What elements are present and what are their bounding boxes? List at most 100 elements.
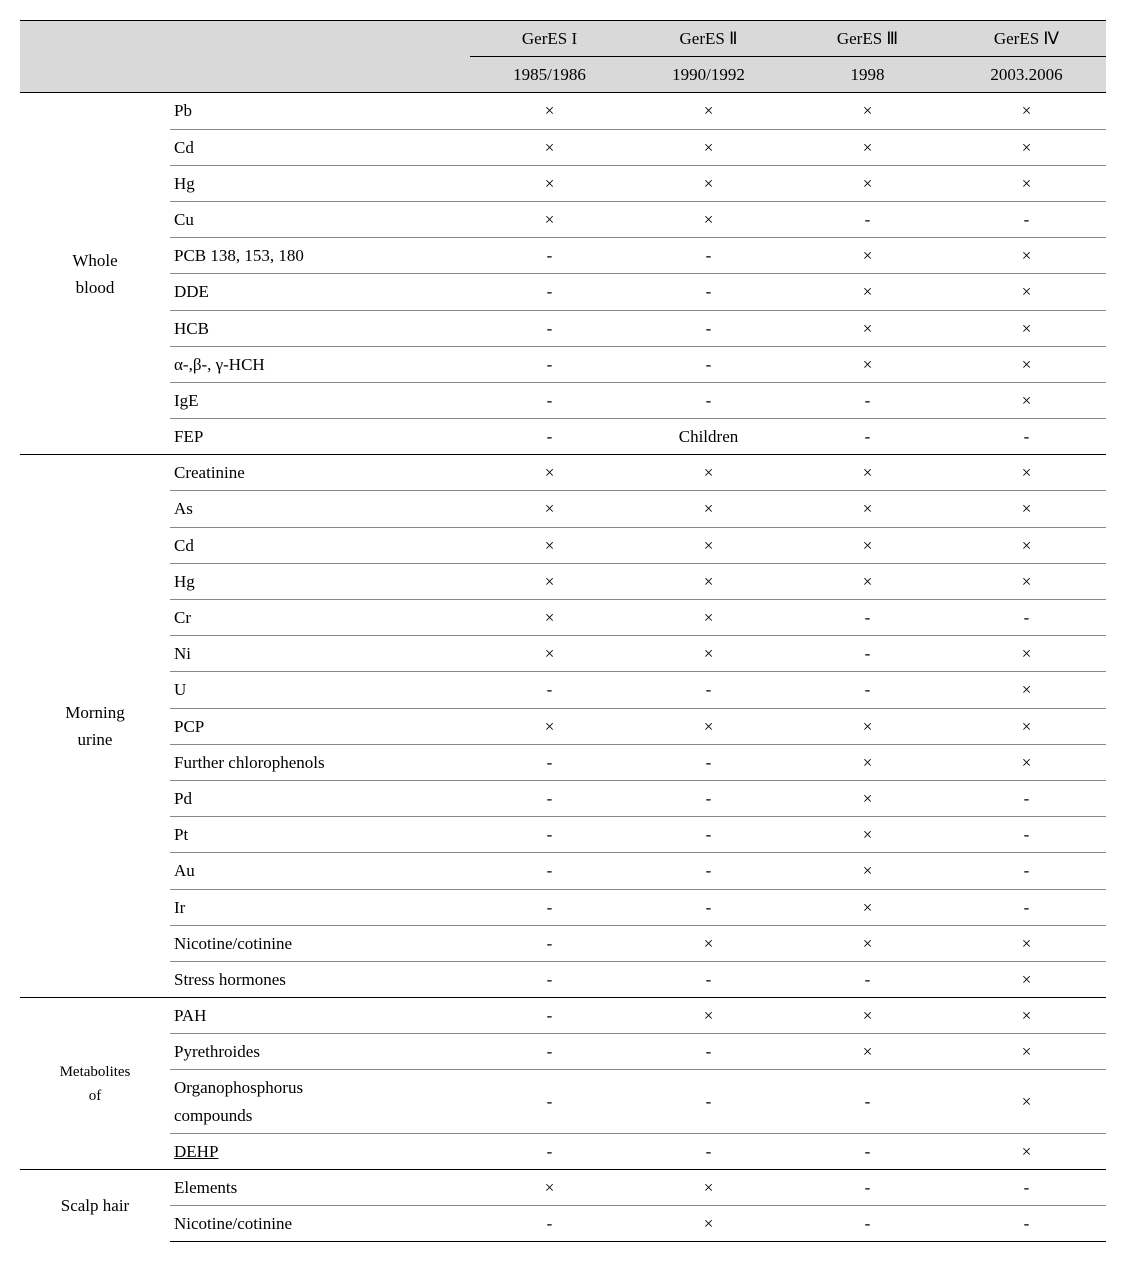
cell-value: ×	[788, 889, 947, 925]
analyte-name: Nicotine/cotinine	[170, 925, 470, 961]
analyte-name: Pyrethroides	[170, 1034, 470, 1070]
analyte-name: Cd	[170, 129, 470, 165]
cell-value: ×	[629, 93, 788, 129]
cell-value: -	[470, 853, 629, 889]
cell-value: -	[470, 744, 629, 780]
cell-value: -	[470, 889, 629, 925]
cell-value: -	[470, 1070, 629, 1133]
cell-value: -	[788, 201, 947, 237]
cell-value: ×	[788, 165, 947, 201]
cell-value: ×	[947, 925, 1106, 961]
cell-value: -	[629, 889, 788, 925]
cell-value: -	[788, 961, 947, 997]
analyte-name: Stress hormones	[170, 961, 470, 997]
cell-value: ×	[788, 527, 947, 563]
cell-value: ×	[947, 346, 1106, 382]
cell-value: -	[629, 1034, 788, 1070]
cell-value: ×	[470, 201, 629, 237]
cell-value: -	[629, 382, 788, 418]
cell-value: -	[629, 961, 788, 997]
analyte-name: As	[170, 491, 470, 527]
cell-value: ×	[947, 708, 1106, 744]
cell-value: ×	[947, 310, 1106, 346]
cell-value: ×	[629, 998, 788, 1034]
cell-value: ×	[788, 998, 947, 1034]
cell-value: ×	[788, 853, 947, 889]
cell-value: -	[788, 1170, 947, 1206]
cell-value: ×	[470, 527, 629, 563]
analyte-name: α-,β-, γ-HCH	[170, 346, 470, 382]
cell-value: -	[470, 925, 629, 961]
analyte-name: Hg	[170, 563, 470, 599]
cell-value: ×	[788, 1034, 947, 1070]
cell-value: ×	[788, 455, 947, 491]
category-3: Scalp hair	[20, 1170, 170, 1242]
cell-value: ×	[470, 93, 629, 129]
cell-value: ×	[788, 346, 947, 382]
header-blank	[20, 21, 470, 93]
analyte-name: U	[170, 672, 470, 708]
cell-value: Children	[629, 419, 788, 455]
cell-value: -	[788, 600, 947, 636]
cell-value: -	[629, 780, 788, 816]
cell-value: -	[629, 310, 788, 346]
cell-value: -	[788, 672, 947, 708]
header-col-0-line1: GerES I	[470, 21, 629, 57]
cell-value: ×	[629, 201, 788, 237]
cell-value: -	[629, 1133, 788, 1169]
cell-value: ×	[629, 636, 788, 672]
cell-value: -	[470, 310, 629, 346]
cell-value: ×	[629, 1170, 788, 1206]
cell-value: ×	[470, 165, 629, 201]
header-col-3-line1: GerES Ⅳ	[947, 21, 1106, 57]
analyte-name: Nicotine/cotinine	[170, 1206, 470, 1242]
header-col-2-line2: 1998	[788, 57, 947, 93]
cell-value: -	[629, 238, 788, 274]
cell-value: ×	[788, 491, 947, 527]
cell-value: ×	[470, 636, 629, 672]
cell-value: ×	[788, 817, 947, 853]
cell-value: -	[947, 600, 1106, 636]
cell-value: ×	[947, 1034, 1106, 1070]
cell-value: ×	[947, 961, 1106, 997]
analyte-name: Creatinine	[170, 455, 470, 491]
cell-value: -	[788, 419, 947, 455]
cell-value: ×	[788, 563, 947, 599]
cell-value: -	[470, 419, 629, 455]
analyte-name: PCB 138, 153, 180	[170, 238, 470, 274]
cell-value: ×	[788, 780, 947, 816]
category-0: Wholeblood	[20, 93, 170, 455]
cell-value: ×	[629, 600, 788, 636]
header-col-2-line1: GerES Ⅲ	[788, 21, 947, 57]
cell-value: -	[629, 744, 788, 780]
cell-value: ×	[788, 238, 947, 274]
analyte-name: Pt	[170, 817, 470, 853]
cell-value: ×	[470, 708, 629, 744]
analyte-name: Pb	[170, 93, 470, 129]
cell-value: -	[947, 780, 1106, 816]
cell-value: -	[629, 817, 788, 853]
cell-value: ×	[947, 382, 1106, 418]
cell-value: -	[470, 1034, 629, 1070]
analyte-name: Au	[170, 853, 470, 889]
cell-value: ×	[947, 129, 1106, 165]
cell-value: ×	[947, 672, 1106, 708]
cell-value: ×	[947, 998, 1106, 1034]
cell-value: -	[470, 817, 629, 853]
analyte-name: DEHP	[170, 1133, 470, 1169]
cell-value: -	[470, 1133, 629, 1169]
cell-value: -	[629, 274, 788, 310]
cell-value: ×	[947, 274, 1106, 310]
cell-value: ×	[629, 1206, 788, 1242]
header-col-0-line2: 1985/1986	[470, 57, 629, 93]
cell-value: ×	[629, 165, 788, 201]
cell-value: -	[629, 853, 788, 889]
analyte-name: Organophosphoruscompounds	[170, 1070, 470, 1133]
analyte-name: Hg	[170, 165, 470, 201]
cell-value: ×	[788, 129, 947, 165]
analyte-name: Ir	[170, 889, 470, 925]
cell-value: ×	[629, 455, 788, 491]
cell-value: ×	[788, 274, 947, 310]
cell-value: -	[788, 636, 947, 672]
header-col-1-line1: GerES Ⅱ	[629, 21, 788, 57]
